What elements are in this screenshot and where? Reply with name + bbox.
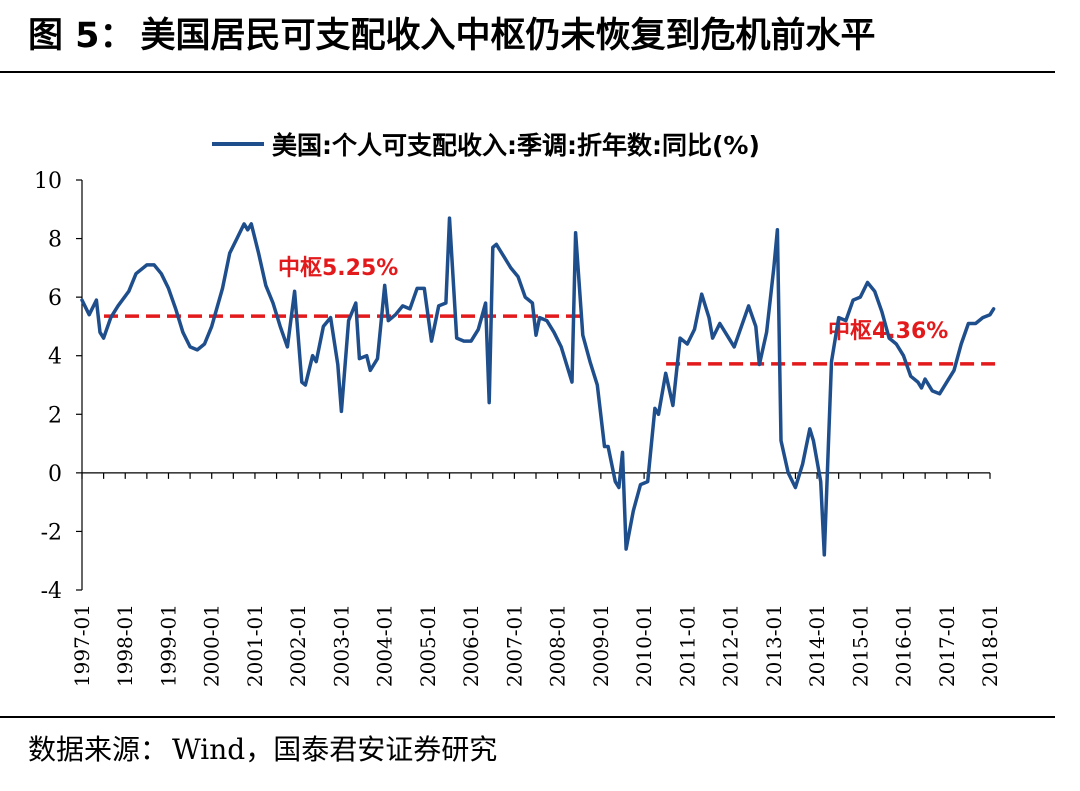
x-tick-label: 2016-01: [892, 604, 916, 687]
x-tick-label: 2008-01: [546, 604, 570, 687]
figure-number: 图 5：: [28, 16, 135, 56]
x-tick-label: 2010-01: [632, 604, 656, 687]
y-tick-label: 10: [34, 169, 62, 194]
title-rule: [0, 71, 1055, 73]
x-tick-label: 2009-01: [589, 604, 613, 687]
x-tick-label: 2012-01: [719, 604, 743, 687]
x-tick-label: 1998-01: [113, 604, 137, 687]
chart-legend: 美国:个人可支配收入:季调:折年数:同比(%): [212, 126, 760, 162]
y-tick-label: 6: [48, 286, 62, 311]
x-tick-label: 2011-01: [675, 604, 699, 687]
y-tick-label: 4: [48, 345, 62, 370]
legend-label: 美国:个人可支配收入:季调:折年数:同比(%): [272, 131, 760, 160]
y-tick-label: 2: [48, 403, 62, 428]
x-tick-label: 2013-01: [762, 604, 786, 687]
legend-swatch: [212, 142, 264, 146]
x-tick-label: 1997-01: [70, 604, 94, 687]
reference-label: 中枢5.25%: [278, 256, 398, 281]
figure-title-text: 美国居民可支配收入中枢仍未恢复到危机前水平: [140, 16, 876, 56]
y-tick-label: -4: [41, 579, 62, 604]
y-tick-label: 8: [48, 228, 62, 253]
x-tick-label: 2002-01: [286, 604, 310, 687]
footer-rule: [0, 716, 1055, 718]
x-tick-label: 2005-01: [416, 604, 440, 687]
x-tick-label: 2004-01: [373, 604, 397, 687]
x-tick-label: 2003-01: [329, 604, 353, 687]
source-text: Wind，国泰君安证券研究: [172, 733, 498, 766]
y-tick-label: 0: [48, 462, 62, 487]
x-tick-label: 2001-01: [243, 604, 267, 687]
figure-title: 图 5： 美国居民可支配收入中枢仍未恢复到危机前水平: [28, 12, 1058, 60]
x-tick-label: 2014-01: [805, 604, 829, 687]
series-line: [80, 216, 996, 557]
y-tick-label: -2: [41, 520, 62, 545]
x-tick-label: 2018-01: [978, 604, 1002, 687]
x-tick-label: 2000-01: [200, 604, 224, 687]
x-tick-label: 2015-01: [848, 604, 872, 687]
x-tick-label: 2007-01: [502, 604, 526, 687]
x-tick-label: 1999-01: [156, 604, 180, 687]
x-tick-label: 2006-01: [459, 604, 483, 687]
source-label: 数据来源：: [28, 733, 169, 766]
line-chart: -4 -2 0 2 4 6 8 10 1997-01 1998-01 1999-01 2000-01 2…: [34, 169, 1002, 687]
x-tick-label: 2017-01: [935, 604, 959, 687]
source-note: 数据来源： Wind，国泰君安证券研究: [28, 728, 501, 772]
